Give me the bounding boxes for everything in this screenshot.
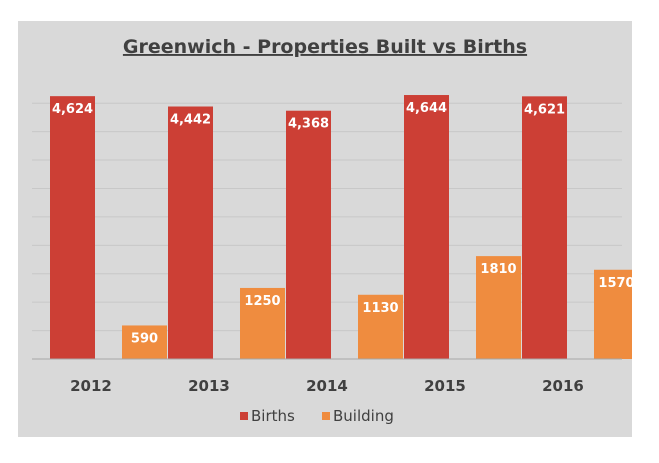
chart-title: Greenwich - Properties Built vs Births [123, 36, 527, 58]
x-tick-label-2014: 2014 [306, 377, 348, 395]
bar-births-2013 [168, 106, 213, 359]
data-label-building-2013: 1250 [244, 294, 280, 309]
bar-building-2013 [240, 287, 285, 359]
data-label-building-2015: 1810 [480, 262, 516, 277]
data-label-births-2016: 4,621 [524, 102, 565, 117]
legend-label-births: Births [251, 407, 295, 425]
chart-panel: Greenwich - Properties Built vs Births 4… [18, 21, 632, 437]
legend-label-building: Building [333, 407, 394, 425]
bar-births-2012 [50, 96, 95, 359]
x-tick-label-2012: 2012 [70, 377, 112, 395]
data-label-births-2013: 4,442 [170, 113, 211, 128]
bar-chart: Greenwich - Properties Built vs Births 4… [32, 36, 632, 425]
bars: 4,624 590 4,442 1250 4,368 1130 4,644 1810 4,621… [50, 95, 632, 359]
bar-births-2016 [522, 96, 567, 359]
legend-swatch-building [322, 412, 330, 420]
bar-building-2012 [122, 325, 167, 359]
data-label-building-2012: 590 [131, 331, 158, 346]
data-label-building-2014: 1130 [362, 301, 398, 316]
bar-births-2014 [286, 110, 331, 359]
x-tick-label-2013: 2013 [188, 377, 230, 395]
bar-births-2015 [404, 95, 449, 359]
data-label-births-2015: 4,644 [406, 101, 447, 116]
legend: Births Building [240, 407, 394, 425]
data-label-births-2012: 4,624 [52, 102, 93, 117]
x-axis-tick-labels: 2012 2013 2014 2015 2016 [70, 377, 584, 395]
bar-building-2014 [358, 294, 403, 359]
legend-swatch-births [240, 412, 248, 420]
data-label-building-2016: 1570 [598, 276, 632, 291]
bar-building-2015 [476, 256, 521, 359]
data-label-births-2014: 4,368 [288, 117, 329, 132]
x-tick-label-2015: 2015 [424, 377, 466, 395]
x-tick-label-2016: 2016 [542, 377, 584, 395]
bar-building-2016 [594, 269, 632, 359]
